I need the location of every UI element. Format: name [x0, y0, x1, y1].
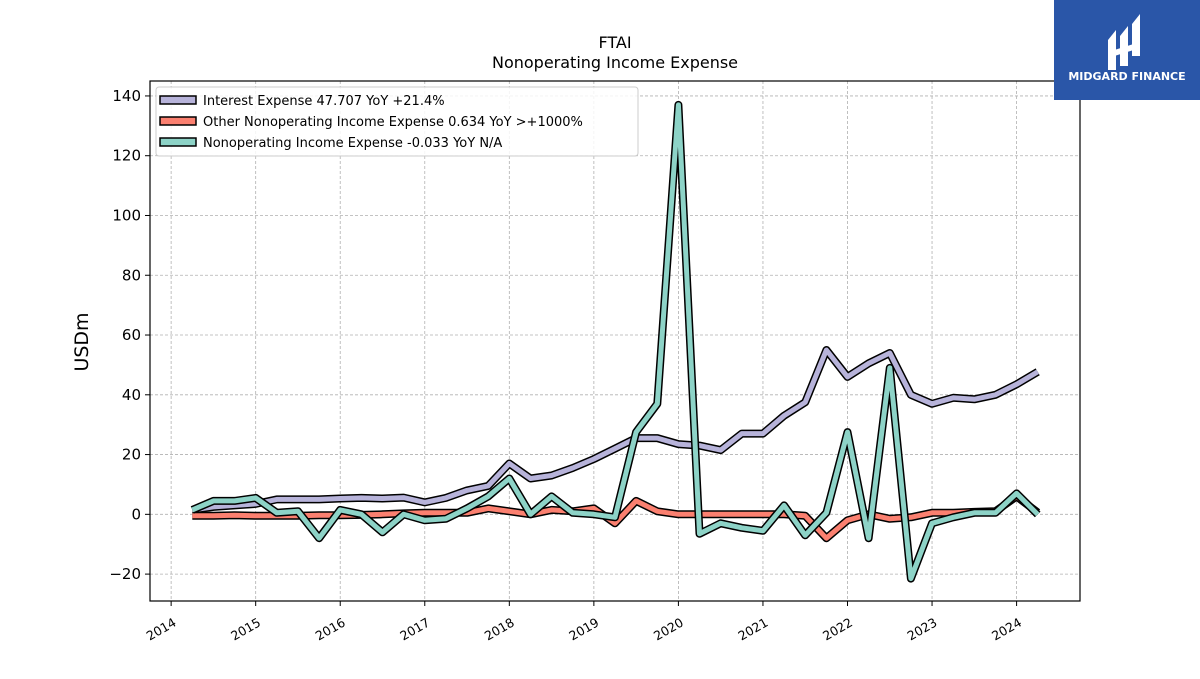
x-tick-label: 2018 — [482, 615, 517, 644]
x-tick-label: 2024 — [989, 615, 1024, 644]
series-outline-0 — [191, 346, 1040, 514]
legend-swatch-1 — [159, 116, 197, 126]
legend-label-2: Nonoperating Income Expense -0.033 YoY N… — [203, 136, 502, 151]
x-tick-label: 2016 — [313, 615, 348, 644]
x-tick-label: 2020 — [651, 615, 686, 644]
x-tick-label: 2023 — [904, 615, 939, 644]
y-tick-label: 80 — [122, 266, 141, 284]
x-tick-label: 2014 — [144, 615, 179, 644]
logo-mark-icon — [1108, 14, 1140, 70]
series-line-2 — [191, 102, 1040, 582]
y-tick-label: 0 — [131, 505, 141, 523]
series-layer — [190, 100, 1041, 583]
chart-subtitle: Nonoperating Income Expense — [492, 53, 738, 72]
legend-label-0: Interest Expense 47.707 YoY +21.4% — [203, 94, 445, 109]
y-tick-label: 20 — [122, 446, 141, 464]
legend-label-1: Other Nonoperating Income Expense 0.634 … — [203, 115, 583, 130]
y-tick-label: −20 — [109, 565, 141, 583]
y-tick-label: 40 — [122, 386, 141, 404]
legend: Interest Expense 47.707 YoY +21.4% Other … — [155, 86, 639, 157]
midgard-finance-logo: MIDGARD FINANCE — [1054, 0, 1200, 100]
chart-title: FTAI — [598, 33, 631, 52]
x-tick-label: 2017 — [397, 615, 432, 644]
series-line-0 — [191, 347, 1039, 513]
x-tick-label: 2019 — [566, 615, 601, 644]
plot-frame — [149, 80, 1081, 602]
x-tick-label: 2021 — [735, 615, 770, 644]
legend-frame — [155, 86, 639, 157]
grid-layer — [150, 81, 1080, 601]
y-tick-label: 140 — [112, 87, 141, 105]
legend-swatch-2 — [159, 137, 197, 147]
y-tick-label: 120 — [112, 147, 141, 165]
legend-swatch-0 — [159, 95, 197, 105]
y-tick-label: 60 — [122, 326, 141, 344]
y-axis-label: USDm — [71, 312, 93, 371]
x-tick-label: 2015 — [228, 615, 263, 644]
x-tick-label: 2022 — [820, 615, 855, 644]
logo-text: MIDGARD FINANCE — [1068, 70, 1185, 83]
y-tick-label: 100 — [112, 206, 141, 224]
